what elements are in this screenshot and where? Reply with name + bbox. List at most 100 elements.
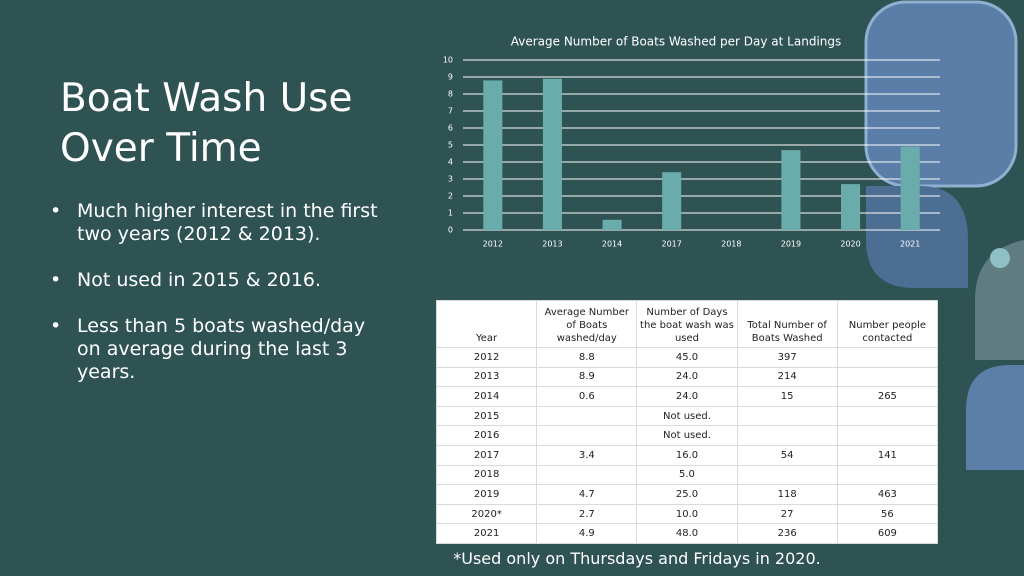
table-cell [836, 405, 939, 427]
chart-title: Average Number of Boats Washed per Day a… [511, 35, 842, 49]
leaf-shape [975, 240, 1024, 360]
y-tick-label: 5 [448, 141, 453, 150]
table-cell: 0.6 [536, 386, 638, 407]
bar [602, 219, 622, 230]
table-cell: 265 [836, 386, 939, 407]
y-tick-label: 10 [443, 56, 453, 65]
chart: Average Number of Boats Washed per Day a… [443, 35, 940, 249]
table-cell: 4.7 [536, 484, 638, 505]
table-cell: 236 [736, 523, 838, 544]
slide-title: Boat Wash Use Over Time [60, 76, 353, 171]
bullet: Much higher interest in the first two ye… [50, 200, 380, 246]
table-cell: 141 [836, 444, 939, 466]
footnote: *Used only on Thursdays and Fridays in 2… [453, 549, 821, 568]
table-cell: 4.9 [536, 523, 638, 544]
header-cell: Total Number of Boats Washed [736, 300, 838, 348]
x-tick-label: 2012 [483, 240, 503, 249]
dot [990, 248, 1010, 268]
table-cell [536, 425, 638, 446]
table-cell: 214 [736, 366, 838, 388]
table-cell: 10.0 [636, 503, 738, 525]
x-tick-label: 2021 [900, 240, 920, 249]
table-row: 2019 4.7 25.0 118 463 [435, 484, 939, 505]
table-cell [736, 405, 838, 427]
bullet-list: Much higher interest in the first two ye… [50, 200, 380, 407]
table-cell: 16.0 [636, 444, 738, 466]
table-cell: 8.9 [536, 366, 638, 388]
y-tick-label: 0 [448, 226, 453, 235]
table-cell: 2018 [435, 464, 538, 486]
bar [841, 184, 861, 230]
x-tick-label: 2020 [840, 240, 860, 249]
bullet: Not used in 2015 & 2016. [50, 269, 380, 292]
table-row: 2016 Not used. [435, 425, 939, 446]
table-cell: 397 [736, 347, 838, 368]
bar [781, 150, 801, 230]
bar [900, 146, 920, 230]
header-cell: Average Number of Boats washed/day [536, 300, 638, 348]
table-row: 2014 0.6 24.0 15 265 [435, 386, 939, 407]
y-tick-label: 7 [448, 107, 453, 116]
x-tick-label: 2017 [662, 240, 682, 249]
table-cell: 25.0 [636, 484, 738, 505]
x-tick-label: 2018 [721, 240, 741, 249]
table-cell: 2015 [435, 405, 538, 427]
table-cell [736, 425, 838, 446]
y-tick-label: 8 [448, 90, 453, 99]
table-row: 2012 8.8 45.0 397 [435, 347, 939, 368]
table-cell: 2019 [435, 484, 538, 505]
bar [483, 80, 503, 231]
table-cell: 24.0 [636, 366, 738, 388]
y-tick-label: 2 [448, 192, 453, 201]
table-cell: 54 [736, 444, 838, 466]
table-cell [836, 464, 939, 486]
table-row: 2018 5.0 [435, 464, 939, 486]
table-cell: 2012 [435, 347, 538, 368]
data-table: Year Average Number of Boats washed/day Nu… [435, 300, 939, 544]
bar [662, 172, 682, 230]
table-cell [836, 425, 939, 446]
header-cell: Number of Days the boat wash was used [636, 300, 738, 348]
table-cell: 2020* [435, 503, 538, 525]
table-cell: 8.8 [536, 347, 638, 368]
table-cell: 2.7 [536, 503, 638, 525]
table-row: 2017 3.4 16.0 54 141 [435, 444, 939, 466]
x-tick-label: 2019 [781, 240, 801, 249]
x-tick-label: 2014 [602, 240, 622, 249]
table-cell [536, 464, 638, 486]
bar [542, 78, 562, 230]
table-cell: 5.0 [636, 464, 738, 486]
y-tick-label: 4 [448, 158, 453, 167]
table-cell: 2013 [435, 366, 538, 388]
x-tick-label: 2013 [542, 240, 562, 249]
table-cell: 2017 [435, 444, 538, 466]
table-cell: 3.4 [536, 444, 638, 466]
table-cell: 45.0 [636, 347, 738, 368]
header-row: Year Average Number of Boats washed/day Nu… [435, 300, 939, 348]
header-cell: Number people contacted [836, 300, 939, 348]
table-cell: 2016 [435, 425, 538, 446]
table-cell: 609 [836, 523, 939, 544]
leaf-shape [866, 186, 968, 288]
y-tick-label: 1 [448, 209, 453, 218]
y-tick-label: 6 [448, 124, 453, 133]
table-cell [736, 464, 838, 486]
table-cell [836, 366, 939, 388]
table-cell: 118 [736, 484, 838, 505]
table-cell: Not used. [636, 425, 738, 446]
table-cell: 2014 [435, 386, 538, 407]
table-cell: 27 [736, 503, 838, 525]
y-tick-label: 9 [448, 73, 453, 82]
table-row: 2021 4.9 48.0 236 609 [435, 523, 939, 544]
table-cell: Not used. [636, 405, 738, 427]
table-row: 2015 Not used. [435, 405, 939, 427]
header-cell: Year [435, 300, 538, 348]
table-row: 2013 8.9 24.0 214 [435, 366, 939, 388]
y-tick-label: 3 [448, 175, 453, 184]
table-row: 2020* 2.7 10.0 27 56 [435, 503, 939, 525]
table-cell: 15 [736, 386, 838, 407]
table-cell: 24.0 [636, 386, 738, 407]
table-cell: 56 [836, 503, 939, 525]
